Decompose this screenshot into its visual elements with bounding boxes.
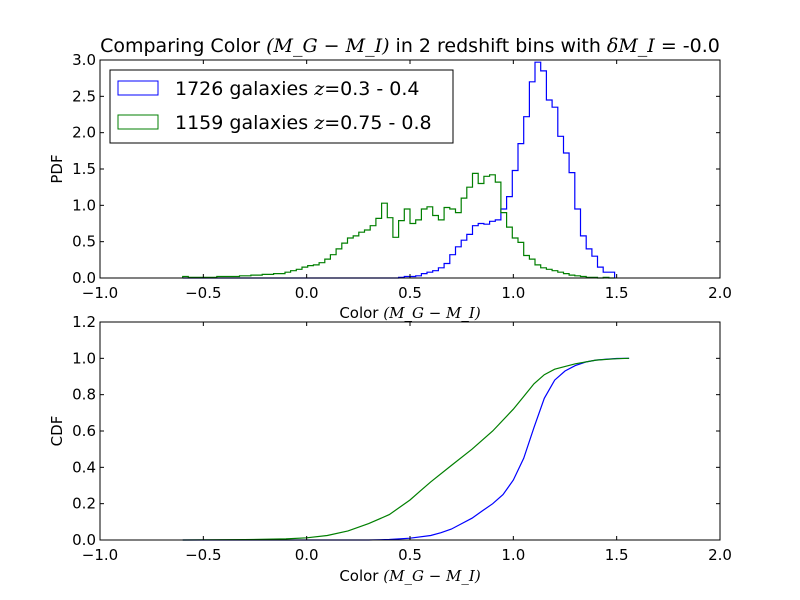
pdf-x-tick-label: −0.5 [185,284,221,302]
cdf-line-green [182,357,630,541]
pdf-y-tick-label: 0.5 [72,233,96,251]
pdf-histogram-green [182,172,615,279]
pdf-y-axis-label: PDF [48,154,66,183]
pdf-x-label-prefix: Color [339,304,383,322]
cdf-x-tick-label: 1.5 [605,546,629,564]
pdf-y-tick-label: 2.0 [72,124,96,142]
pdf-x-label-math: (M_G − M_I) [383,304,481,322]
cdf-panel: −1.0 −0.5 0.0 0.5 1.0 1.5 2.0 0.0 0.2 0.4 0.6 0.8 1.… [48,313,732,585]
cdf-line-blue [182,357,630,541]
legend-swatch-blue [117,80,159,96]
pdf-x-tick-label: 0.5 [398,284,422,302]
cdf-x-tick-label: 2.0 [708,546,732,564]
cdf-series-group [182,357,630,541]
pdf-x-axis-label: Color (M_G − M_I) [339,304,481,322]
cdf-x-tick-label: 0.5 [398,546,422,564]
cdf-x-tick-label: −0.5 [185,546,221,564]
cdf-x-tick-label: −1.0 [82,546,118,564]
cdf-y-axis-label: CDF [48,416,66,447]
pdf-y-tick-label: 1.0 [72,196,96,214]
pdf-x-tick-label: 1.5 [605,284,629,302]
cdf-x-label-prefix: Color [339,567,383,585]
cdf-y-tick-label: 0.4 [72,458,96,476]
cdf-y-tick-label: 1.2 [72,313,96,331]
cdf-y-tick-label: 0.0 [72,531,96,549]
title-math-color: (M_G − M_I) [266,35,389,57]
legend-count-green: 1159 galaxies [175,112,308,134]
cdf-y-tick-label: 0.2 [72,495,96,513]
legend-entry-green: 1159 galaxies z=0.75 - 0.8 [175,112,432,134]
cdf-x-axis-label: Color (M_G − M_I) [339,567,481,585]
legend-entry-blue: 1726 galaxies z=0.3 - 0.4 [175,78,420,100]
cdf-axes-frame [99,321,721,541]
pdf-y-tick-label: 0.0 [72,269,96,287]
legend-z-green: z [313,112,325,134]
title-math-delta: δM_I [607,35,655,57]
legend: 1726 galaxies z=0.3 - 0.4 1159 galaxies … [109,69,454,144]
pdf-x-tick-label: 0.0 [295,284,319,302]
pdf-y-tick-label: 1.5 [72,160,96,178]
pdf-x-tick-label: 2.0 [708,284,732,302]
legend-range-blue: =0.3 - 0.4 [324,78,419,100]
pdf-x-tick-label: 1.0 [501,284,525,302]
title-middle: in 2 redshift bins with [390,35,607,57]
pdf-ticks: −1.0 −0.5 0.0 0.5 1.0 1.5 2.0 0.0 0.5 1.0 1.5 2.0 2.… [72,51,732,302]
legend-count-blue: 1726 galaxies [175,78,308,100]
legend-box [109,69,454,144]
pdf-panel: Comparing Color (M_G − M_I) in 2 redshif… [48,35,732,322]
legend-swatch-green [117,114,159,130]
cdf-y-tick-label: 1.0 [72,349,96,367]
cdf-ticks: −1.0 −0.5 0.0 0.5 1.0 1.5 2.0 0.0 0.2 0.4 0.6 0.8 1.… [72,313,732,564]
pdf-y-tick-label: 3.0 [72,51,96,69]
cdf-x-label-math: (M_G − M_I) [383,567,481,585]
cdf-x-tick-label: 1.0 [501,546,525,564]
title-prefix: Comparing Color [100,35,266,57]
cdf-y-tick-label: 0.8 [72,386,96,404]
pdf-x-tick-label: −1.0 [82,284,118,302]
cdf-x-tick-label: 0.0 [295,546,319,564]
cdf-y-tick-label: 0.6 [72,422,96,440]
pdf-y-tick-label: 2.5 [72,87,96,105]
legend-z-blue: z [313,78,325,100]
legend-range-green: =0.75 - 0.8 [324,112,431,134]
title-suffix: = -0.0 [655,35,720,57]
chart-title: Comparing Color (M_G − M_I) in 2 redshif… [100,35,720,57]
